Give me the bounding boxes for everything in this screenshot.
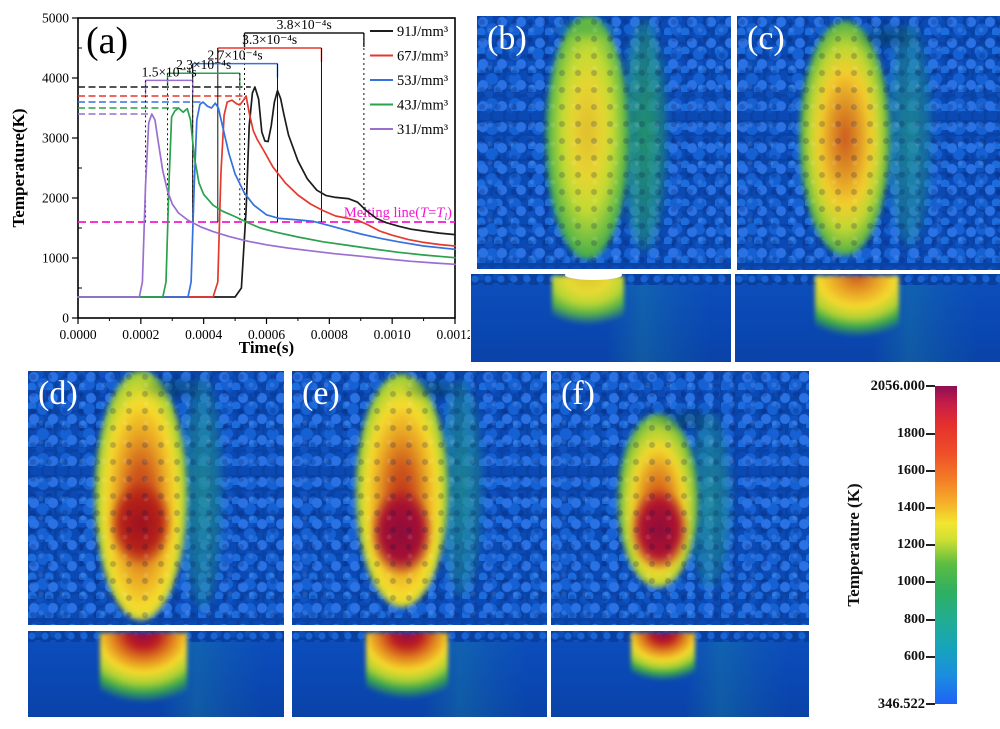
x-tick-label: 0.0002 [122,327,159,342]
y-tick-label: 0 [62,311,69,326]
panel-a-label: (a) [86,20,128,62]
panel-b-topview: (b) [477,16,731,269]
colorbar-tick-label: 1400 [897,500,925,516]
panel-e-label: (e) [302,375,340,412]
temperature-colorbar: Temperature (K) 2056.000 1800 1600 1400 1200… [838,378,1000,712]
melt-track [800,21,890,255]
series-line [77,86,456,298]
x-tick-label: 0.0000 [59,327,96,342]
y-tick-label: 5000 [42,11,69,26]
colorbar-tick-label: 1800 [897,425,925,441]
panel-d-crosssection [28,631,284,717]
colorbar-tick [926,385,935,387]
melt-pool [814,276,900,344]
series-line [77,113,456,298]
x-tick-label: 0.0004 [185,327,222,342]
legend-label: 53J/mm³ [397,73,449,89]
panel-d-topview: (d) [28,371,284,625]
panel-e-topview: (e) [292,371,547,625]
surface-notch [564,274,622,280]
x-tick-label: 0.0008 [311,327,348,342]
melt-pool [365,633,448,705]
colorbar-title: Temperature (K) [844,483,863,607]
colorbar-tick [926,655,935,658]
x-tick-label: 0.0006 [248,327,285,342]
colorbar-tick-label: 800 [904,611,925,627]
series-line [77,107,456,298]
legend-label: 31J/mm³ [397,122,449,138]
melt-pool [551,276,625,332]
panel-b-crosssection [471,274,731,362]
colorbar-tick-label: 600 [904,648,925,664]
legend-label: 43J/mm³ [397,98,449,114]
legend-label: 67J/mm³ [397,49,449,65]
previous-track-band [886,23,932,248]
y-tick-label: 1000 [42,251,69,266]
melt-track [545,16,630,259]
panel-e-crosssection [292,631,547,717]
panel-f-topview: (f) [551,371,809,625]
previous-track-band [181,376,223,610]
track-top-smudge [140,373,213,402]
melt-pool [99,633,187,709]
panel-c-label: (c) [747,20,785,57]
temperature-time-chart: 0.0000 0.0002 0.0004 0.0006 0.0008 0.0010 0.00… [9,11,470,358]
panel-b-label: (b) [487,20,527,57]
track-top-smudge [855,21,924,52]
x-axis-title: Time(s) [239,338,294,357]
colorbar-tick [926,703,935,705]
colorbar-tick [926,544,935,547]
colorbar-tick-label: 2056.000 [870,378,925,394]
colorbar-tick-label: 1200 [897,537,925,553]
colorbar-tick-label: 346.522 [877,696,925,712]
duration-label: 2.3×10⁻⁴s [176,57,231,72]
colorbar-tick [926,432,935,435]
panel-f-crosssection [551,631,809,717]
colorbar-tick [926,581,935,584]
panel-c-topview: (c) [737,16,1000,270]
series-line [77,101,456,298]
duration-label: 2.7×10⁻⁴s [208,48,263,63]
y-tick-label: 2000 [42,191,69,206]
y-tick-label: 3000 [42,131,69,146]
previous-track-band [621,18,668,252]
panel-c-crosssection [735,274,1000,362]
melt-core [371,490,433,575]
colorbar-tick-label: 1000 [897,574,925,590]
duration-label: 3.3×10⁻⁴s [242,32,297,47]
duration-label: 3.8×10⁻⁴s [277,17,332,32]
x-tick-label: 0.0012 [436,327,470,342]
panel-f-label: (f) [561,375,595,412]
melt-pool [630,633,696,685]
y-axis-title: Temperature(K) [9,109,28,228]
series-line [77,95,456,298]
melt-core [109,482,172,565]
colorbar-gradient-bar [935,386,957,704]
panel-d-label: (d) [38,375,78,412]
colorbar-tick-label: 1600 [897,462,925,478]
melting-line-label: Melting line(T=Tl) [344,205,452,223]
legend-label: 91J/mm³ [397,24,449,40]
colorbar-tick [926,618,935,621]
colorbar-tick [926,507,935,510]
colorbar-tick [926,469,935,472]
duration-label: 1.5×10⁻⁴s [142,64,197,79]
y-tick-label: 4000 [42,71,69,86]
track-top-smudge [654,406,722,432]
track-top-smudge [401,376,468,402]
melt-core [630,490,688,570]
x-tick-label: 0.0010 [374,327,411,342]
track-top-smudge [553,16,620,42]
